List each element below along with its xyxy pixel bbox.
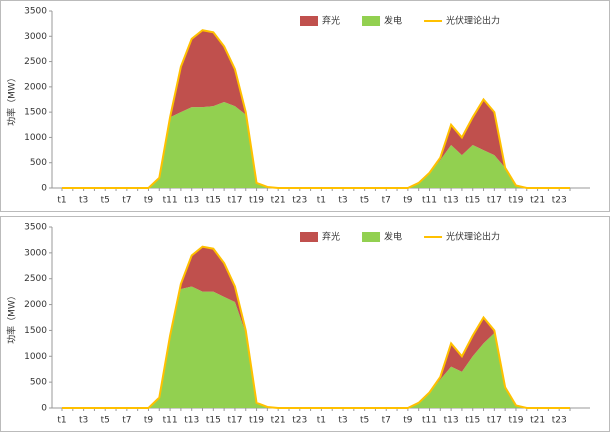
y-axis-label: 功率（MW） [6,73,18,126]
x-tick-label: t7 [122,416,131,426]
x-tick-label: t11 [163,416,178,426]
x-tick-label: t13 [184,416,199,426]
area [62,286,570,408]
x-tick-label: t19 [508,416,523,426]
y-tick-label: 2000 [24,300,47,310]
x-tick-label: t9 [403,196,413,206]
x-tick-label: t5 [360,416,369,426]
y-tick-label: 0 [41,184,47,194]
x-tick-label: t21 [271,196,286,206]
x-tick-label: t3 [79,416,88,426]
x-tick-label: t23 [292,196,307,206]
area [62,246,570,408]
x-tick-label: t7 [382,416,391,426]
legend-swatch [362,16,381,26]
legend-swatch [300,16,318,26]
legend-label: 发电 [384,231,402,243]
panel-border [0,216,610,432]
x-tick-label: t21 [271,416,286,426]
y-tick-label: 500 [30,158,47,168]
y-tick-label: 3000 [24,248,47,258]
x-tick-label: t19 [249,416,264,426]
x-tick-label: t7 [122,196,131,206]
chart-panel: 0 500 1000 1500 2000 2500 3000 3500 功率（MW） t1 t3 t5… [0,0,610,212]
x-tick-label: t23 [292,416,307,426]
legend: 弃光 发电 光伏理论出力 [300,15,500,27]
legend-label: 弃光 [322,15,340,27]
y-tick-label: 1500 [24,108,47,118]
line [62,29,570,189]
x-tick-label: t3 [338,416,347,426]
x-tick-label: t13 [444,416,459,426]
x-tick-label: t15 [206,196,221,206]
x-tick-label: t5 [101,416,110,426]
x-tick-label: t9 [403,416,413,426]
x-tick-label: t19 [508,196,523,206]
x-tick-label: t9 [144,196,154,206]
x-tick-label: t3 [338,196,347,206]
x-tick-label: t17 [487,196,502,206]
x-tick-label: t13 [444,196,459,206]
y-tick-label: 1500 [24,326,47,336]
y-tick-label: 3000 [24,32,47,42]
legend-label: 弃光 [322,231,340,243]
legend-label: 发电 [384,15,402,27]
x-tick-label: t15 [465,416,480,426]
y-axis-label: 功率（MW） [6,291,18,344]
y-tick-label: 1000 [24,352,47,362]
x-tick-label: t3 [79,196,88,206]
x-tick-label: t5 [360,196,369,206]
x-tick-label: t21 [530,196,545,206]
y-tick-label: 500 [30,378,47,388]
x-tick-label: t9 [144,416,154,426]
x-tick-label: t5 [101,196,110,206]
x-tick-label: t23 [552,416,567,426]
area [62,30,570,188]
x-tick-label: t1 [317,196,326,206]
x-tick-label: t19 [249,196,264,206]
line [62,245,570,409]
area [62,102,570,188]
x-tick-label: t15 [465,196,480,206]
y-tick-label: 1000 [24,133,47,143]
x-tick-label: t11 [422,416,437,426]
legend-label: 光伏理论出力 [446,231,500,243]
x-tick-label: t17 [487,416,502,426]
x-tick-label: t17 [227,416,242,426]
x-tick-label: t13 [184,196,199,206]
x-tick-label: t15 [206,416,221,426]
x-tick-label: t17 [227,196,242,206]
x-tick-label: t1 [57,416,66,426]
x-tick-label: t11 [422,196,437,206]
y-tick-label: 3500 [24,7,47,17]
y-tick-label: 0 [41,404,47,414]
x-tick-label: t1 [57,196,66,206]
x-tick-label: t23 [552,196,567,206]
panel-border [0,0,610,212]
x-tick-label: t11 [163,196,178,206]
y-tick-label: 2500 [24,57,47,67]
x-tick-label: t1 [317,416,326,426]
legend-swatch [300,232,318,242]
chart-panel: 0 500 1000 1500 2000 2500 3000 3500 功率（MW） t1 t3 t5… [0,216,610,432]
y-tick-label: 2000 [24,82,47,92]
x-tick-label: t21 [530,416,545,426]
legend-label: 光伏理论出力 [446,15,500,27]
y-tick-label: 2500 [24,274,47,284]
legend-swatch [362,232,381,242]
x-tick-label: t7 [382,196,391,206]
y-tick-label: 3500 [24,223,47,233]
legend: 弃光 发电 光伏理论出力 [300,231,500,243]
